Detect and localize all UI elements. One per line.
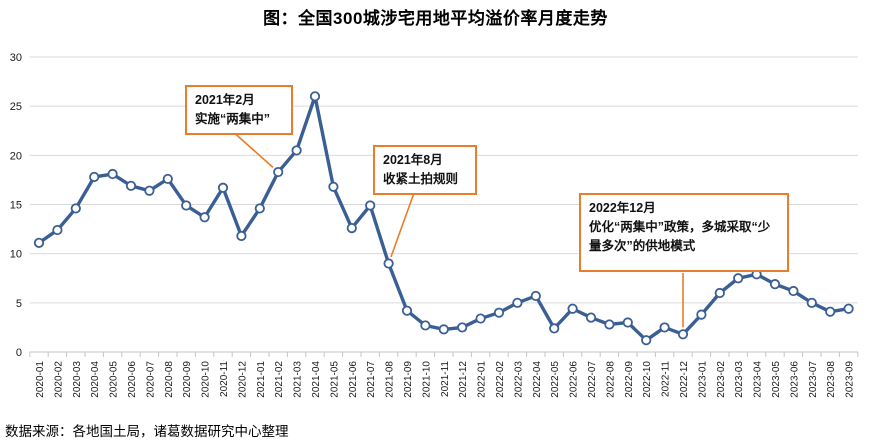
svg-text:2020-04: 2020-04	[90, 361, 101, 398]
svg-text:2021-04: 2021-04	[311, 361, 322, 398]
svg-text:2020-02: 2020-02	[53, 361, 64, 398]
svg-text:2020-03: 2020-03	[72, 361, 83, 398]
svg-text:2022-06: 2022-06	[569, 361, 580, 398]
svg-text:2020-08: 2020-08	[164, 361, 175, 398]
svg-text:2020-05: 2020-05	[109, 361, 120, 398]
svg-text:2020-06: 2020-06	[127, 361, 138, 398]
svg-text:2022-05: 2022-05	[550, 361, 561, 398]
svg-text:2020-11: 2020-11	[219, 361, 230, 397]
svg-text:2021-10: 2021-10	[421, 361, 432, 398]
svg-text:2021-02: 2021-02	[274, 361, 285, 398]
annotation-2021-08: 2021年8月 收紧土拍规则	[373, 145, 477, 195]
svg-text:2023-03: 2023-03	[734, 361, 745, 398]
svg-text:2023-08: 2023-08	[826, 361, 837, 398]
svg-text:0: 0	[16, 347, 22, 359]
svg-text:2022-08: 2022-08	[605, 361, 616, 398]
svg-text:20: 20	[10, 150, 22, 162]
svg-text:15: 15	[10, 200, 22, 212]
svg-text:2022-11: 2022-11	[661, 361, 672, 397]
annotation-line: 实施“两集中”	[195, 111, 271, 126]
svg-text:2020-10: 2020-10	[201, 361, 212, 398]
svg-text:2023-07: 2023-07	[808, 361, 819, 398]
svg-text:2021-01: 2021-01	[256, 361, 267, 398]
svg-text:2021-05: 2021-05	[329, 361, 340, 398]
svg-text:2023-01: 2023-01	[697, 361, 708, 398]
svg-text:2021-06: 2021-06	[348, 361, 359, 398]
svg-text:2022-03: 2022-03	[513, 361, 524, 398]
svg-text:2021-07: 2021-07	[366, 361, 377, 398]
svg-text:2022-12: 2022-12	[679, 361, 690, 398]
svg-text:2021-08: 2021-08	[385, 361, 396, 398]
svg-text:2021-03: 2021-03	[293, 361, 304, 398]
svg-text:2022-10: 2022-10	[642, 361, 653, 398]
svg-text:2022-04: 2022-04	[532, 361, 543, 398]
svg-text:25: 25	[10, 101, 22, 113]
svg-text:5: 5	[16, 298, 22, 310]
svg-text:2022-09: 2022-09	[624, 361, 635, 398]
svg-text:2023-09: 2023-09	[845, 361, 856, 398]
svg-text:2021-12: 2021-12	[458, 361, 469, 398]
chart-title: 图：全国300城涉宅用地平均溢价率月度走势	[263, 9, 608, 28]
annotation-line: 2021年8月	[383, 153, 443, 167]
annotation-2021-02: 2021年2月 实施“两集中”	[185, 85, 293, 135]
annotation-line: 收紧土拍规则	[383, 171, 459, 186]
svg-text:2022-07: 2022-07	[587, 361, 598, 398]
annotation-line: 优化“两集中”政策，多城采取“少量多次”的供地模式	[589, 219, 771, 253]
annotation-line: 2021年2月	[195, 93, 255, 107]
annotation-2022-12: 2022年12月 优化“两集中”政策，多城采取“少量多次”的供地模式	[579, 193, 789, 272]
svg-text:10: 10	[10, 249, 22, 261]
annotation-line: 2022年12月	[589, 201, 656, 215]
svg-text:2023-05: 2023-05	[771, 361, 782, 398]
svg-text:2023-06: 2023-06	[789, 361, 800, 398]
svg-text:2020-12: 2020-12	[237, 361, 248, 398]
svg-text:2023-04: 2023-04	[753, 361, 764, 398]
data-source-note: 数据来源：各地国土局，诸葛数据研究中心整理	[5, 424, 289, 439]
svg-text:2022-01: 2022-01	[477, 361, 488, 398]
svg-text:2020-01: 2020-01	[35, 361, 46, 398]
svg-text:30: 30	[10, 52, 22, 64]
svg-text:2020-07: 2020-07	[145, 361, 156, 398]
svg-text:2021-09: 2021-09	[403, 361, 414, 398]
svg-text:2021-11: 2021-11	[440, 361, 451, 397]
svg-text:2020-09: 2020-09	[182, 361, 193, 398]
svg-text:2022-02: 2022-02	[495, 361, 506, 398]
svg-text:2023-02: 2023-02	[716, 361, 727, 398]
